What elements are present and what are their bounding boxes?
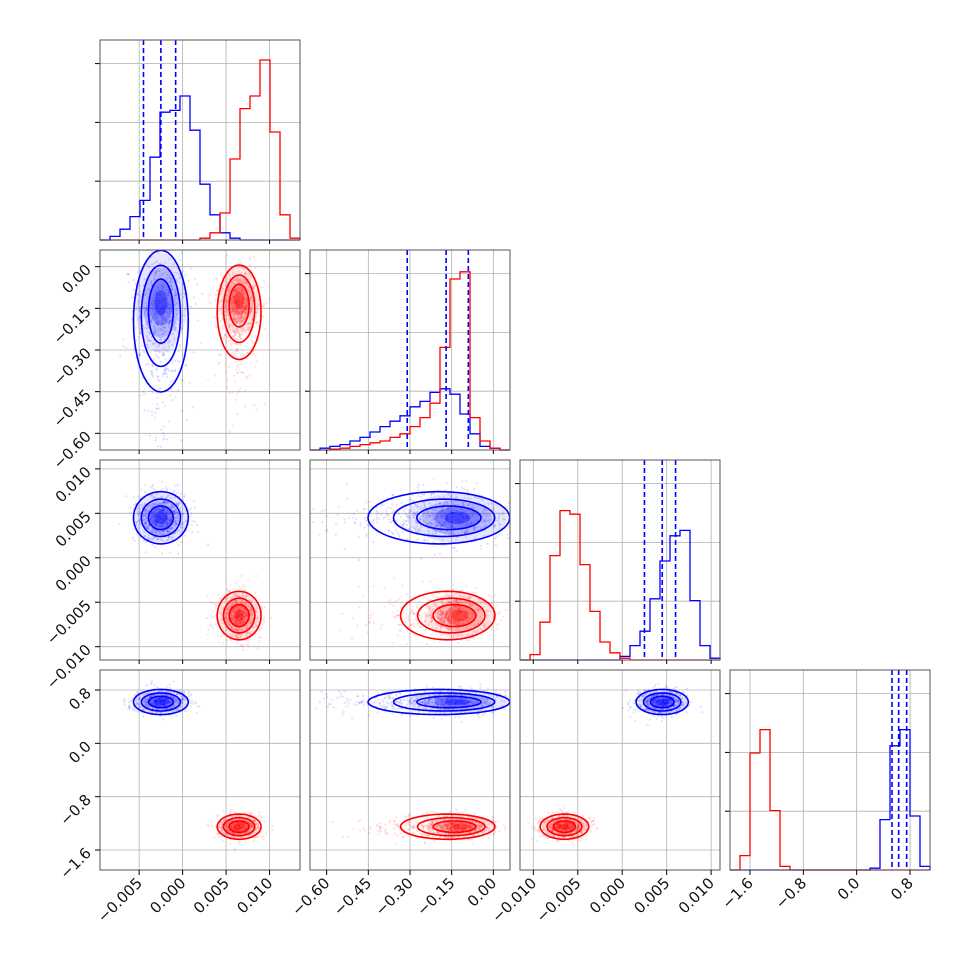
- contour-blue-3-1-1: [392, 692, 496, 712]
- x-tick-label-2-4: 0.010: [675, 874, 718, 917]
- contour-red-3-2-0: [539, 813, 590, 841]
- hist-blue-1: [310, 388, 510, 451]
- y-tick-label-3-0: −1.6: [56, 844, 94, 882]
- contour-blue-3-0-0: [132, 688, 190, 716]
- x-tick-label-1-3: −0.15: [413, 874, 458, 919]
- contour-red-3-0-0: [216, 813, 262, 841]
- y-tick-label-1-3: −0.15: [50, 302, 95, 347]
- x-tick-label-1-4: 0.00: [464, 874, 500, 910]
- contour-blue-3-2-1: [642, 692, 682, 712]
- x-tick-label-3-0: −1.6: [718, 874, 756, 912]
- contour-blue-2-0-1: [140, 498, 182, 538]
- contour-red-3-1-0: [399, 813, 496, 841]
- scatter-frame-2-0: [99, 459, 301, 661]
- x-tick-label-2-1: −0.005: [533, 874, 585, 926]
- scatter-panel-3-2: [519, 669, 721, 871]
- hist-panel-0: [95, 39, 301, 241]
- hist-frame-0: [99, 39, 301, 241]
- x-tick-label-1-1: −0.45: [330, 874, 375, 919]
- scatter-panel-1-0: [99, 249, 301, 451]
- x-tick-label-2-2: 0.000: [586, 874, 629, 917]
- contour-blue-1-0-0: [132, 250, 190, 393]
- contour-blue-1-0-2: [147, 278, 175, 345]
- contour-red-2-0-1: [222, 597, 256, 634]
- contour-blue-3-1-0: [367, 688, 510, 716]
- contour-red-3-0-1: [222, 816, 256, 837]
- scatter-frame-3-0: [99, 669, 301, 871]
- x-tick-label-3-2: 0.0: [834, 874, 864, 904]
- hist-red-3: [730, 728, 930, 871]
- x-tick-label-0-0: −0.005: [94, 874, 146, 926]
- y-tick-label-1-0: −0.60: [50, 427, 95, 472]
- contour-red-2-0-0: [216, 590, 262, 641]
- contour-red-2-1-1: [416, 597, 486, 634]
- scatter-frame-3-2: [519, 669, 721, 871]
- scatter-panel-2-0: [99, 459, 301, 661]
- y-tick-label-3-3: 0.8: [65, 684, 95, 714]
- contour-red-2-1-2: [432, 603, 477, 628]
- x-tick-label-1-0: −0.60: [288, 874, 333, 919]
- contour-red-3-0-2: [228, 820, 250, 834]
- y-tick-label-1-4: 0.00: [58, 261, 94, 297]
- contour-red-3-1-2: [432, 820, 477, 834]
- contour-blue-3-2-2: [649, 695, 675, 709]
- y-tick-label-1-1: −0.45: [50, 386, 95, 431]
- contour-blue-2-0-0: [132, 490, 190, 545]
- contour-blue-2-1-1: [392, 498, 496, 538]
- y-tick-label-2-2: 0.000: [52, 552, 95, 595]
- x-tick-label-2-3: 0.005: [630, 874, 673, 917]
- hist-panel-3: [725, 669, 931, 871]
- x-tick-label-3-1: −0.8: [772, 874, 810, 912]
- hist-panel-1: [305, 249, 511, 451]
- contour-blue-3-0-2: [147, 695, 175, 709]
- contour-red-1-0-0: [216, 264, 262, 361]
- hist-red-1: [310, 271, 510, 451]
- y-tick-label-3-2: 0.0: [65, 737, 95, 767]
- hist-frame-3: [729, 669, 931, 871]
- contour-blue-3-0-1: [140, 692, 182, 712]
- x-tick-label-0-3: 0.010: [233, 874, 276, 917]
- contour-blue-3-2-0: [635, 688, 690, 716]
- contour-red-3-2-2: [552, 820, 577, 834]
- x-tick-label-0-2: 0.005: [190, 874, 233, 917]
- y-tick-label-2-0: −0.010: [43, 641, 95, 693]
- contour-red-2-0-2: [228, 603, 250, 628]
- contour-blue-3-1-2: [415, 695, 482, 709]
- hist-frame-2: [519, 459, 721, 661]
- y-tick-label-2-3: 0.005: [52, 507, 95, 550]
- x-tick-label-2-0: −0.010: [488, 874, 540, 926]
- y-tick-label-1-2: −0.30: [50, 344, 95, 389]
- contour-blue-2-1-2: [415, 505, 482, 531]
- contour-red-2-1-0: [399, 590, 496, 641]
- y-tick-label-2-1: −0.005: [43, 596, 95, 648]
- y-tick-label-3-1: −0.8: [56, 791, 94, 829]
- contour-blue-1-0-1: [140, 264, 182, 368]
- hist-panel-2: [515, 459, 721, 661]
- x-tick-label-3-3: 0.8: [887, 874, 917, 904]
- contour-red-1-0-1: [222, 274, 256, 344]
- x-tick-label-1-2: −0.30: [372, 874, 417, 919]
- contour-red-3-1-1: [416, 816, 486, 837]
- x-tick-label-0-1: 0.000: [146, 874, 189, 917]
- contour-blue-2-1-0: [367, 490, 510, 545]
- scatter-panel-2-1: [309, 459, 511, 661]
- contour-blue-2-0-2: [147, 505, 175, 531]
- contour-red-1-0-2: [228, 283, 250, 328]
- scatter-panel-3-0: [99, 669, 301, 871]
- scatter-panel-3-1: [309, 669, 511, 871]
- contour-red-3-2-1: [546, 816, 583, 837]
